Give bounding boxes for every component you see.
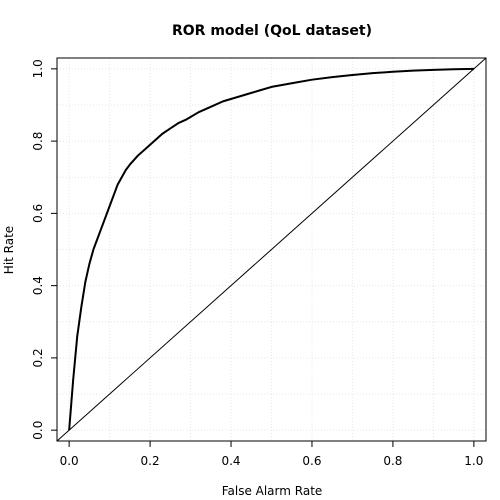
x-tick-label: 1.0	[464, 454, 483, 468]
y-tick-label: 0.8	[31, 132, 45, 151]
y-axis-label: Hit Rate	[2, 226, 16, 274]
plot-frame	[56, 57, 487, 442]
y-tick-label: 0.4	[31, 276, 45, 295]
grid	[57, 58, 486, 441]
y-axis: 0.0 0.2 0.4 0.6 0.8 1.0	[31, 59, 57, 440]
y-tick-label: 0.6	[31, 204, 45, 223]
x-tick-label: 0.4	[221, 454, 240, 468]
y-tick-label: 1.0	[31, 59, 45, 78]
chart-title: ROR model (QoL dataset)	[172, 23, 372, 39]
diagonal-reference-line	[56, 57, 487, 442]
roc-curve-line	[68, 67, 474, 431]
plot-area	[56, 57, 487, 442]
x-tick-label: 0.0	[60, 454, 79, 468]
x-tick-label: 0.6	[302, 454, 321, 468]
x-axis: 0.0 0.2 0.4 0.6 0.8 1.0	[60, 441, 483, 468]
x-tick-label: 0.2	[141, 454, 160, 468]
y-tick-label: 0.2	[31, 348, 45, 367]
y-tick-label: 0.0	[31, 421, 45, 440]
x-axis-label: False Alarm Rate	[222, 484, 323, 498]
x-tick-label: 0.8	[383, 454, 402, 468]
